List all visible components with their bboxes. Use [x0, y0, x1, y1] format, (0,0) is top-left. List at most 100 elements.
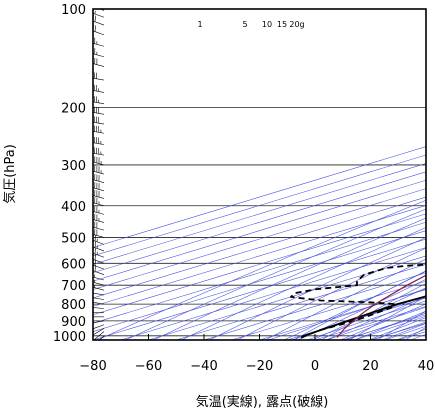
wind-barb — [93, 181, 105, 192]
wind-barb-staff — [93, 281, 105, 286]
wind-barb-staff — [93, 63, 105, 67]
wind-barb-staff — [93, 131, 105, 134]
wind-barb-staff — [93, 121, 105, 125]
x-tick-label: −40 — [190, 359, 217, 374]
wind-barb-feather — [94, 259, 96, 266]
x-axis-ticks: −80 −60 −40 −20 0 20 40 — [79, 334, 434, 374]
wind-barb-staff — [93, 179, 105, 183]
wind-barb-staff — [93, 77, 105, 81]
dry-adiabat — [96, 199, 426, 340]
isotherm — [120, 247, 426, 340]
x-tick-label: 20 — [362, 359, 379, 374]
wind-barb — [93, 155, 105, 166]
wind-barb — [93, 189, 105, 199]
moist-adiabat — [325, 295, 426, 340]
dry-adiabat — [208, 237, 426, 340]
x-tick-label: 40 — [418, 359, 435, 374]
wind-barb — [93, 316, 104, 318]
dry-adiabat — [348, 296, 426, 340]
wind-barb — [93, 37, 105, 47]
isotherm — [93, 171, 426, 274]
wind-barb-feather — [94, 25, 96, 32]
moist-adiabat — [283, 271, 426, 340]
wind-barb — [93, 196, 105, 207]
series-line-2 — [336, 274, 426, 338]
y-tick-label: 900 — [61, 315, 86, 330]
series-line-1 — [290, 263, 426, 339]
wind-barb — [93, 95, 105, 105]
x-tick-label: 0 — [311, 359, 319, 374]
isotherm — [93, 188, 426, 290]
y-tick-label: 500 — [61, 231, 86, 246]
y-tick-label: 300 — [61, 159, 86, 174]
moist-adiabat — [367, 317, 426, 340]
wind-barb-staff — [93, 170, 105, 175]
wind-barb-staff — [93, 219, 105, 223]
wind-barb-staff — [93, 301, 105, 305]
wind-barb-staff — [93, 328, 105, 336]
wind-barb-staff — [93, 297, 105, 300]
dry-adiabat — [264, 258, 426, 340]
moist-adiabat — [339, 303, 426, 340]
wind-barb — [93, 147, 105, 156]
dry-adiabat — [124, 208, 426, 340]
isotherm — [93, 146, 426, 248]
wind-barb-staff — [93, 53, 105, 58]
wind-barb — [93, 213, 105, 223]
y-tick-label: 800 — [61, 298, 86, 313]
wind-barb-staff — [93, 195, 105, 199]
mixing-ratio-line — [267, 288, 426, 340]
profile-lines — [290, 263, 426, 339]
dry-adiabat — [152, 217, 426, 340]
wind-barb-staff — [93, 226, 105, 231]
y-tick-label: 100 — [61, 3, 86, 18]
isotherm — [93, 196, 426, 299]
wind-barb-staff — [99, 335, 105, 340]
wind-barb — [93, 220, 105, 231]
wind-barb — [93, 47, 105, 58]
wind-barb — [93, 301, 105, 305]
wind-barb-feather — [94, 253, 96, 261]
mixing-ratio-label-20: 20g — [289, 20, 304, 29]
wind-barb — [99, 335, 105, 340]
isotherm — [176, 264, 426, 340]
isotherm — [93, 163, 426, 265]
wind-barb — [93, 312, 104, 314]
y-axis-label: 気圧(hPa) — [2, 144, 18, 204]
wind-barb — [93, 328, 105, 336]
isotherm — [231, 280, 426, 340]
wind-barb-staff — [93, 42, 105, 47]
wind-barb-staff — [93, 152, 105, 156]
wind-barb-staff — [93, 276, 105, 281]
wind-barb-staff — [93, 211, 105, 215]
wind-barb — [93, 205, 105, 215]
moist-adiabat-lines — [283, 271, 426, 340]
wind-barb — [93, 116, 105, 125]
wind-barb-staff — [93, 320, 105, 324]
wind-barb-staff — [93, 161, 105, 166]
y-tick-label: 700 — [61, 279, 86, 294]
wind-barb — [93, 270, 105, 281]
moist-adiabat — [297, 278, 426, 340]
wind-barb-staff — [93, 331, 105, 340]
wind-barb — [93, 72, 105, 81]
y-tick-label: 1000 — [53, 330, 86, 345]
wind-barb-staff — [93, 202, 105, 207]
wind-barb-staff — [93, 187, 105, 192]
wind-barb — [93, 280, 105, 291]
wind-barb-staff — [93, 292, 105, 296]
moist-adiabat — [311, 287, 426, 340]
wind-barb — [93, 307, 105, 309]
wind-barb-staff — [93, 234, 105, 238]
dry-adiabat — [376, 311, 426, 340]
wind-barb-feather — [94, 247, 96, 255]
mixing-ratio-line — [344, 312, 426, 340]
mixing-ratio-line — [353, 315, 426, 340]
y-tick-label: 200 — [61, 101, 86, 116]
wind-barb-staff — [93, 142, 105, 145]
wind-barb — [93, 57, 105, 67]
wind-barb-staff — [93, 286, 105, 291]
mixing-ratio-line — [306, 300, 426, 340]
wind-barb-feather — [94, 241, 96, 248]
